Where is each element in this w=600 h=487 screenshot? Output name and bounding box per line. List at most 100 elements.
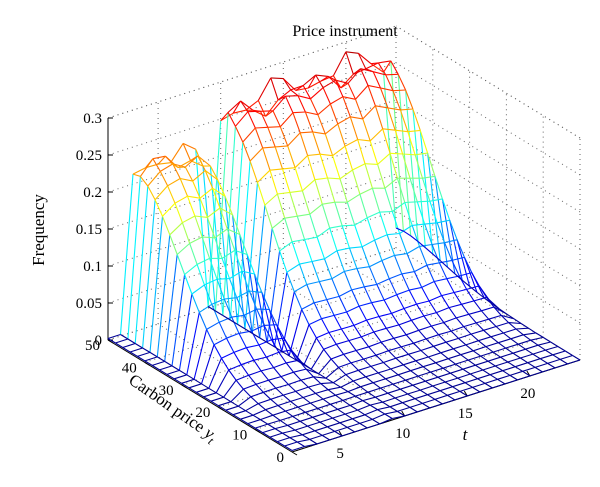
surface-edge-along-y bbox=[289, 437, 298, 443]
surface-edge-along-t bbox=[438, 330, 452, 336]
surface-edge-along-y bbox=[253, 273, 263, 293]
surface-edge-along-t bbox=[251, 324, 265, 332]
surface-edge-along-y bbox=[361, 246, 370, 267]
surface-edge-along-t bbox=[488, 314, 502, 320]
surface-edge-along-y bbox=[377, 62, 387, 76]
surface-edge-along-t bbox=[152, 155, 166, 160]
surface-edge-along-y bbox=[265, 356, 275, 368]
surface-edge-along-y bbox=[315, 74, 324, 88]
surface-edge-along-y bbox=[246, 254, 256, 275]
surface-edge-along-y bbox=[203, 396, 212, 402]
tick-labels: 0 0.05 0.1 0.15 0.2 0.25 0.3 0 10 20 30 40 50 5 10 15 20 bbox=[76, 111, 536, 466]
surface-edge-along-y bbox=[455, 363, 464, 370]
surface-edge-along-y bbox=[340, 328, 350, 341]
surface-edge-along-t bbox=[429, 198, 443, 202]
surface-edge-along-y bbox=[326, 177, 336, 203]
x-tick-label: 20 bbox=[520, 386, 535, 402]
surface-edge-along-t bbox=[312, 412, 326, 418]
surface-edge-along-t bbox=[448, 354, 461, 360]
surface-edge-along-t bbox=[449, 220, 463, 281]
surface-edge-along-y bbox=[423, 315, 432, 327]
surface-edge-along-t bbox=[203, 392, 217, 398]
surface-edge-along-t bbox=[463, 322, 477, 328]
surface-edge-along-y bbox=[290, 400, 299, 408]
surface-edge-along-t bbox=[316, 439, 330, 445]
surface-edge-along-y bbox=[387, 392, 396, 399]
surface-edge-along-y bbox=[502, 370, 511, 376]
surface-edge-along-t bbox=[470, 369, 483, 375]
surface-edge-along-t bbox=[367, 387, 381, 393]
y-axis-line bbox=[107, 339, 293, 453]
surface-edge-along-y bbox=[315, 337, 325, 350]
surface-edge-along-t bbox=[443, 317, 457, 324]
surface-edge-along-y bbox=[355, 395, 363, 402]
surface-edge-along-y bbox=[425, 247, 434, 255]
surface-edge-along-y bbox=[179, 369, 188, 376]
surface-edge-along-t bbox=[220, 112, 234, 122]
surface-edge-along-y bbox=[374, 396, 383, 403]
surface-edge-along-y bbox=[400, 346, 409, 355]
surface-edge-along-y bbox=[339, 422, 348, 428]
surface-edge-along-t bbox=[178, 293, 193, 371]
surface-edge-along-t bbox=[372, 378, 386, 384]
surface-edge-along-y bbox=[433, 345, 442, 354]
surface-edge-along-y bbox=[144, 360, 153, 366]
grid-line-z-side bbox=[395, 62, 581, 176]
surface-edge-along-y bbox=[120, 334, 129, 340]
surface-edge-along-y bbox=[410, 319, 420, 331]
surface-edge-along-y bbox=[191, 293, 200, 313]
surface-edge-along-t bbox=[481, 306, 495, 312]
surface-edge-along-y bbox=[294, 167, 303, 191]
surface-edge-along-y bbox=[461, 279, 470, 287]
surface-edge-along-t bbox=[327, 177, 341, 180]
surface-edge-along-y bbox=[507, 361, 516, 368]
surface-edge-along-t bbox=[441, 291, 455, 297]
y-tick-label: 0 bbox=[277, 450, 285, 466]
surface-edge-along-t bbox=[445, 377, 458, 383]
surface-edge-along-y bbox=[282, 432, 291, 439]
surface-edge-along-y bbox=[396, 178, 406, 203]
grid-line-z-back bbox=[107, 62, 397, 156]
surface-edge-along-y bbox=[485, 346, 494, 353]
surface-edge-along-y bbox=[327, 75, 336, 81]
surface-edge-along-y bbox=[547, 362, 556, 369]
surface-edge-along-t bbox=[364, 163, 378, 165]
surface-edge-along-t bbox=[189, 236, 203, 244]
surface-edge-along-y bbox=[418, 329, 427, 340]
surface-edge-along-t bbox=[274, 424, 288, 430]
surface-edge-along-t bbox=[119, 174, 134, 335]
surface-edge-along-t bbox=[216, 278, 230, 280]
surface-edge-along-t bbox=[529, 371, 543, 377]
surface-edge-along-y bbox=[313, 376, 322, 385]
surface-edge-along-y bbox=[222, 315, 231, 321]
surface-edge-along-t bbox=[290, 396, 304, 402]
surface-edge-along-y bbox=[347, 83, 356, 100]
surface-edge-along-t bbox=[457, 373, 471, 379]
surface-edge-along-t bbox=[354, 427, 368, 433]
surface-edge-along-t bbox=[329, 225, 343, 229]
surface-edge-along-y bbox=[228, 278, 238, 298]
surface-edge-along-y bbox=[401, 273, 410, 291]
surface-edge-along-y bbox=[506, 313, 515, 320]
surface-edge-along-y bbox=[419, 130, 429, 154]
surface-edge-along-y bbox=[366, 319, 375, 333]
surface-edge-along-y bbox=[413, 342, 422, 351]
surface-edge-along-y bbox=[204, 170, 214, 189]
surface-edge-along-t bbox=[355, 346, 369, 352]
surface-edge-along-y bbox=[274, 146, 284, 170]
surface-edge-along-y bbox=[308, 324, 317, 339]
surface-edge-along-y bbox=[176, 254, 186, 275]
surface-edge-along-t bbox=[196, 387, 209, 393]
surface-edge-along-y bbox=[377, 372, 386, 380]
surface-edge-along-y bbox=[354, 225, 363, 247]
surface-edge-along-y bbox=[188, 387, 197, 393]
surface-edge-along-t bbox=[218, 316, 232, 323]
surface-edge-along-y bbox=[405, 334, 415, 344]
surface-edge-along-t bbox=[278, 349, 292, 353]
surface-edge-along-t bbox=[233, 347, 247, 353]
surface-edge-along-y bbox=[228, 369, 237, 381]
surface-edge-along-y bbox=[293, 291, 303, 310]
surface-edge-along-y bbox=[329, 103, 339, 125]
surface-edge-along-y bbox=[366, 217, 376, 241]
surface-edge-along-t bbox=[408, 349, 422, 355]
